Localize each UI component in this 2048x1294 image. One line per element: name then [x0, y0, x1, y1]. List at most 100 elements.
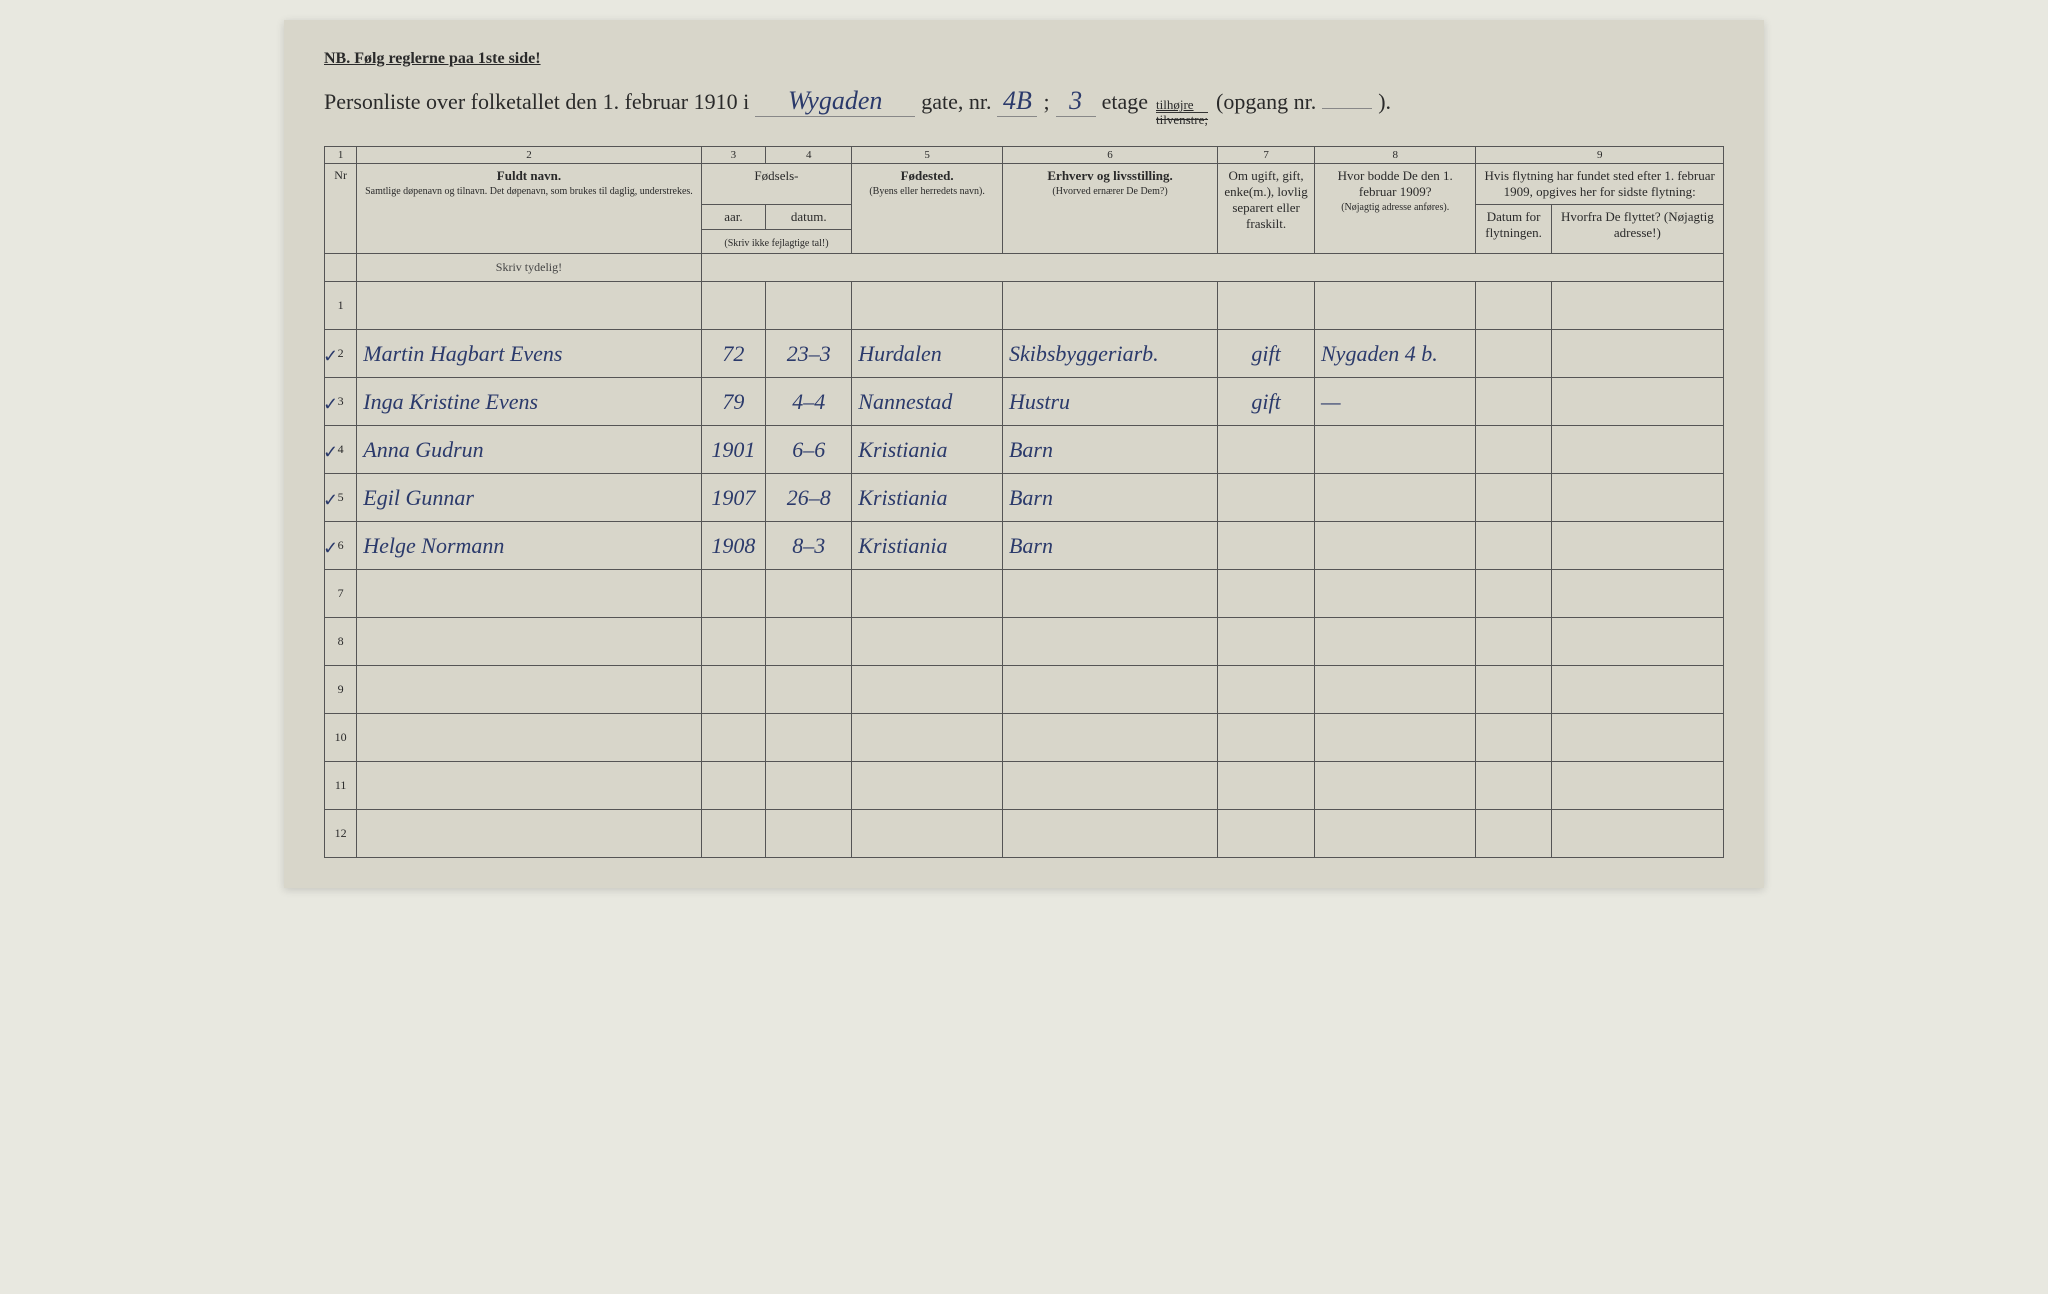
col-address-label: Hvor bodde De den 1. februar 1909? [1338, 168, 1453, 199]
cell-year: 72 [701, 330, 766, 378]
colnum-2: 2 [357, 147, 701, 164]
cell-movedate [1476, 378, 1551, 426]
col-marital: Om ugift, gift, enke(m.), lovlig separer… [1218, 164, 1315, 254]
col-birth-header: Fødsels- [701, 164, 852, 205]
checkmark-icon: ✓ [323, 346, 338, 367]
cell-movedate [1476, 570, 1551, 618]
cell-nr: ✓2 [325, 330, 357, 378]
cell-date [766, 570, 852, 618]
table-row: ✓2Martin Hagbart Evens7223–3HurdalenSkib… [325, 330, 1724, 378]
cell-nr: 10 [325, 714, 357, 762]
cell-marital [1218, 810, 1315, 858]
col-number-row: 1 2 3 4 5 6 7 8 9 [325, 147, 1724, 164]
side-bottom: tilvenstre; [1156, 113, 1208, 126]
cell-name [357, 570, 701, 618]
col-address: Hvor bodde De den 1. februar 1909? (Nøja… [1315, 164, 1476, 254]
cell-date [766, 810, 852, 858]
cell-place: Nannestad [852, 378, 1003, 426]
blank-nr [325, 254, 357, 282]
cell-movefrom [1551, 282, 1723, 330]
cell-name: Inga Kristine Evens [357, 378, 701, 426]
cell-year: 1908 [701, 522, 766, 570]
cell-place [852, 762, 1003, 810]
cell-address [1315, 426, 1476, 474]
cell-marital [1218, 762, 1315, 810]
table-row: 11 [325, 762, 1724, 810]
colnum-5: 5 [852, 147, 1003, 164]
table-row: 8 [325, 618, 1724, 666]
cell-nr: 12 [325, 810, 357, 858]
cell-occupation [1002, 810, 1217, 858]
census-form: NB. Følg reglerne paa 1ste side! Personl… [284, 20, 1764, 888]
street-name-field: Wygaden [755, 86, 915, 117]
cell-movedate [1476, 810, 1551, 858]
colnum-8: 8 [1315, 147, 1476, 164]
checkmark-icon: ✓ [323, 394, 338, 415]
cell-name [357, 810, 701, 858]
table-row: 9 [325, 666, 1724, 714]
cell-occupation: Hustru [1002, 378, 1217, 426]
cell-occupation: Barn [1002, 474, 1217, 522]
table-row: 12 [325, 810, 1724, 858]
col-occupation: Erhverv og livsstilling. (Hvorved ernære… [1002, 164, 1217, 254]
col-year-note: (Skriv ikke fejlagtige tal!) [701, 230, 852, 254]
cell-movefrom [1551, 570, 1723, 618]
cell-movefrom [1551, 762, 1723, 810]
cell-year [701, 282, 766, 330]
cell-occupation: Barn [1002, 522, 1217, 570]
cell-place [852, 570, 1003, 618]
opgang-label: (opgang nr. [1216, 89, 1316, 115]
cell-place [852, 282, 1003, 330]
etage-label: etage [1102, 89, 1148, 115]
cell-nr: 1 [325, 282, 357, 330]
cell-place [852, 810, 1003, 858]
cell-address [1315, 762, 1476, 810]
cell-address [1315, 618, 1476, 666]
side-options: tilhøjre tilvenstre; [1156, 98, 1208, 126]
cell-nr: 9 [325, 666, 357, 714]
cell-address: — [1315, 378, 1476, 426]
cell-place: Kristiania [852, 474, 1003, 522]
cell-year: 79 [701, 378, 766, 426]
title-line: Personliste over folketallet den 1. febr… [324, 86, 1724, 126]
side-top: tilhøjre [1156, 98, 1208, 113]
cell-date: 8–3 [766, 522, 852, 570]
cell-movefrom [1551, 810, 1723, 858]
cell-year [701, 570, 766, 618]
cell-marital [1218, 618, 1315, 666]
col-movefrom: Hvorfra De flyttet? (Nøjagtig adresse!) [1551, 205, 1723, 254]
col-year-note-text: (Skriv ikke fejlagtige tal!) [708, 238, 846, 249]
cell-date: 26–8 [766, 474, 852, 522]
cell-occupation: Skibsbyggeriarb. [1002, 330, 1217, 378]
cell-address [1315, 570, 1476, 618]
cell-occupation [1002, 762, 1217, 810]
checkmark-icon: ✓ [323, 538, 338, 559]
cell-marital [1218, 474, 1315, 522]
cell-place [852, 618, 1003, 666]
cell-name: Egil Gunnar [357, 474, 701, 522]
cell-nr: ✓5 [325, 474, 357, 522]
cell-place [852, 666, 1003, 714]
sep1: ; [1043, 89, 1049, 115]
cell-name: Martin Hagbart Evens [357, 330, 701, 378]
cell-movefrom [1551, 426, 1723, 474]
cell-year [701, 618, 766, 666]
census-table: 1 2 3 4 5 6 7 8 9 Nr Fuldt navn. Samtlig… [324, 146, 1724, 858]
skriv-tydelig-row: Skriv tydelig! [325, 254, 1724, 282]
cell-movedate [1476, 426, 1551, 474]
col-year: aar. [701, 205, 766, 230]
cell-movedate [1476, 282, 1551, 330]
cell-occupation [1002, 714, 1217, 762]
cell-nr: ✓6 [325, 522, 357, 570]
colnum-7: 7 [1218, 147, 1315, 164]
opgang-nr-field [1322, 108, 1372, 109]
cell-name [357, 666, 701, 714]
cell-name: Anna Gudrun [357, 426, 701, 474]
cell-date: 6–6 [766, 426, 852, 474]
cell-address [1315, 666, 1476, 714]
cell-marital [1218, 282, 1315, 330]
cell-movedate [1476, 522, 1551, 570]
table-row: ✓6Helge Normann19088–3KristianiaBarn [325, 522, 1724, 570]
table-row: 1 [325, 282, 1724, 330]
cell-date: 23–3 [766, 330, 852, 378]
